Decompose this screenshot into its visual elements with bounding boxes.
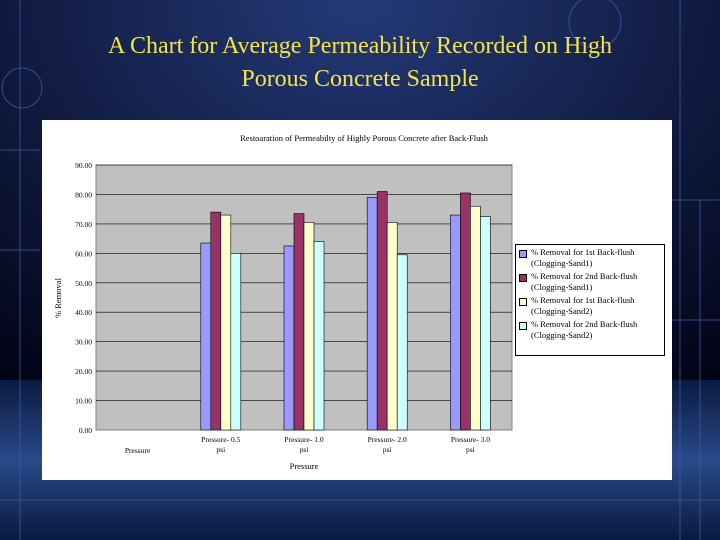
slide-title-line-1: A Chart for Average Permeability Recorde… (107, 33, 613, 59)
legend-swatch (519, 274, 527, 282)
x-axis-label: Pressure (290, 461, 319, 471)
bar (303, 222, 315, 431)
y-axis-ticks: 0.00 10.00 20.00 30.00 40.00 50.00 60.00 70.00 8… (75, 161, 92, 435)
bar (386, 222, 398, 431)
y-tick-label: 70.00 (75, 220, 92, 229)
slide-title-line-2: Porous Concrete Sample (241, 66, 479, 92)
y-axis-label: % Removal (53, 277, 63, 318)
bar (450, 214, 461, 431)
chart-container: Restoaration of Permeabilty of Highly Po… (42, 120, 672, 480)
y-tick-label: 90.00 (75, 161, 92, 170)
y-tick-label: 20.00 (75, 367, 92, 376)
legend-item: % Removal for 2nd Back-flush (Clogging-S… (519, 319, 661, 341)
bar (220, 214, 232, 431)
x-axis-ticks: Pressure Pressure- 0.5 psi Pressure- 1.0 psi… (125, 435, 490, 455)
legend-label: % Removal for 1st Back-flush (Clogging-S… (531, 247, 635, 268)
legend-swatch (519, 250, 527, 258)
legend-item: % Removal for 1st Back-flush (Clogging-S… (519, 247, 661, 269)
y-tick-label: 0.00 (79, 426, 92, 435)
legend-label: % Removal for 2nd Back-flush (Clogging-S… (531, 319, 638, 340)
x-tick-label: Pressure- 0.5 psi (201, 435, 240, 454)
legend-label: % Removal for 2nd Back-flush (Clogging-S… (531, 271, 638, 292)
slide-title: A Chart for Average Permeability Recorde… (40, 30, 680, 96)
y-tick-label: 10.00 (75, 397, 92, 406)
bar (313, 241, 325, 431)
legend-label: % Removal for 1st Back-flush (Clogging-S… (531, 295, 635, 316)
chart-title: Restoaration of Permeabilty of Highly Po… (240, 133, 489, 143)
y-tick-label: 60.00 (75, 249, 92, 258)
bar (376, 191, 388, 431)
x-tick-label: Pressure- 3.0 psi (451, 435, 490, 454)
x-tick-label: Pressure- 2.0 psi (368, 435, 407, 454)
bar (293, 213, 305, 431)
x-tick-label: Pressure (125, 446, 151, 455)
bar (470, 205, 481, 431)
chart-legend: % Removal for 1st Back-flush (Clogging-S… (515, 244, 665, 356)
bar (283, 245, 295, 431)
bar (200, 242, 212, 431)
y-tick-label: 40.00 (75, 308, 92, 317)
legend-item: % Removal for 1st Back-flush (Clogging-S… (519, 295, 661, 317)
bar (460, 192, 471, 431)
legend-item: % Removal for 2nd Back-flush (Clogging-S… (519, 271, 661, 293)
bars (200, 191, 491, 431)
x-tick-label: Pressure- 1.0 psi (284, 435, 323, 454)
bar (396, 254, 408, 431)
legend-swatch (519, 322, 527, 330)
bar (230, 253, 242, 431)
bar-chart: Restoaration of Permeabilty of Highly Po… (53, 133, 513, 471)
bar (366, 197, 378, 431)
y-tick-label: 80.00 (75, 190, 92, 199)
y-tick-label: 30.00 (75, 338, 92, 347)
legend-swatch (519, 298, 527, 306)
bar (480, 216, 491, 431)
bar (210, 211, 222, 431)
y-tick-label: 50.00 (75, 279, 92, 288)
